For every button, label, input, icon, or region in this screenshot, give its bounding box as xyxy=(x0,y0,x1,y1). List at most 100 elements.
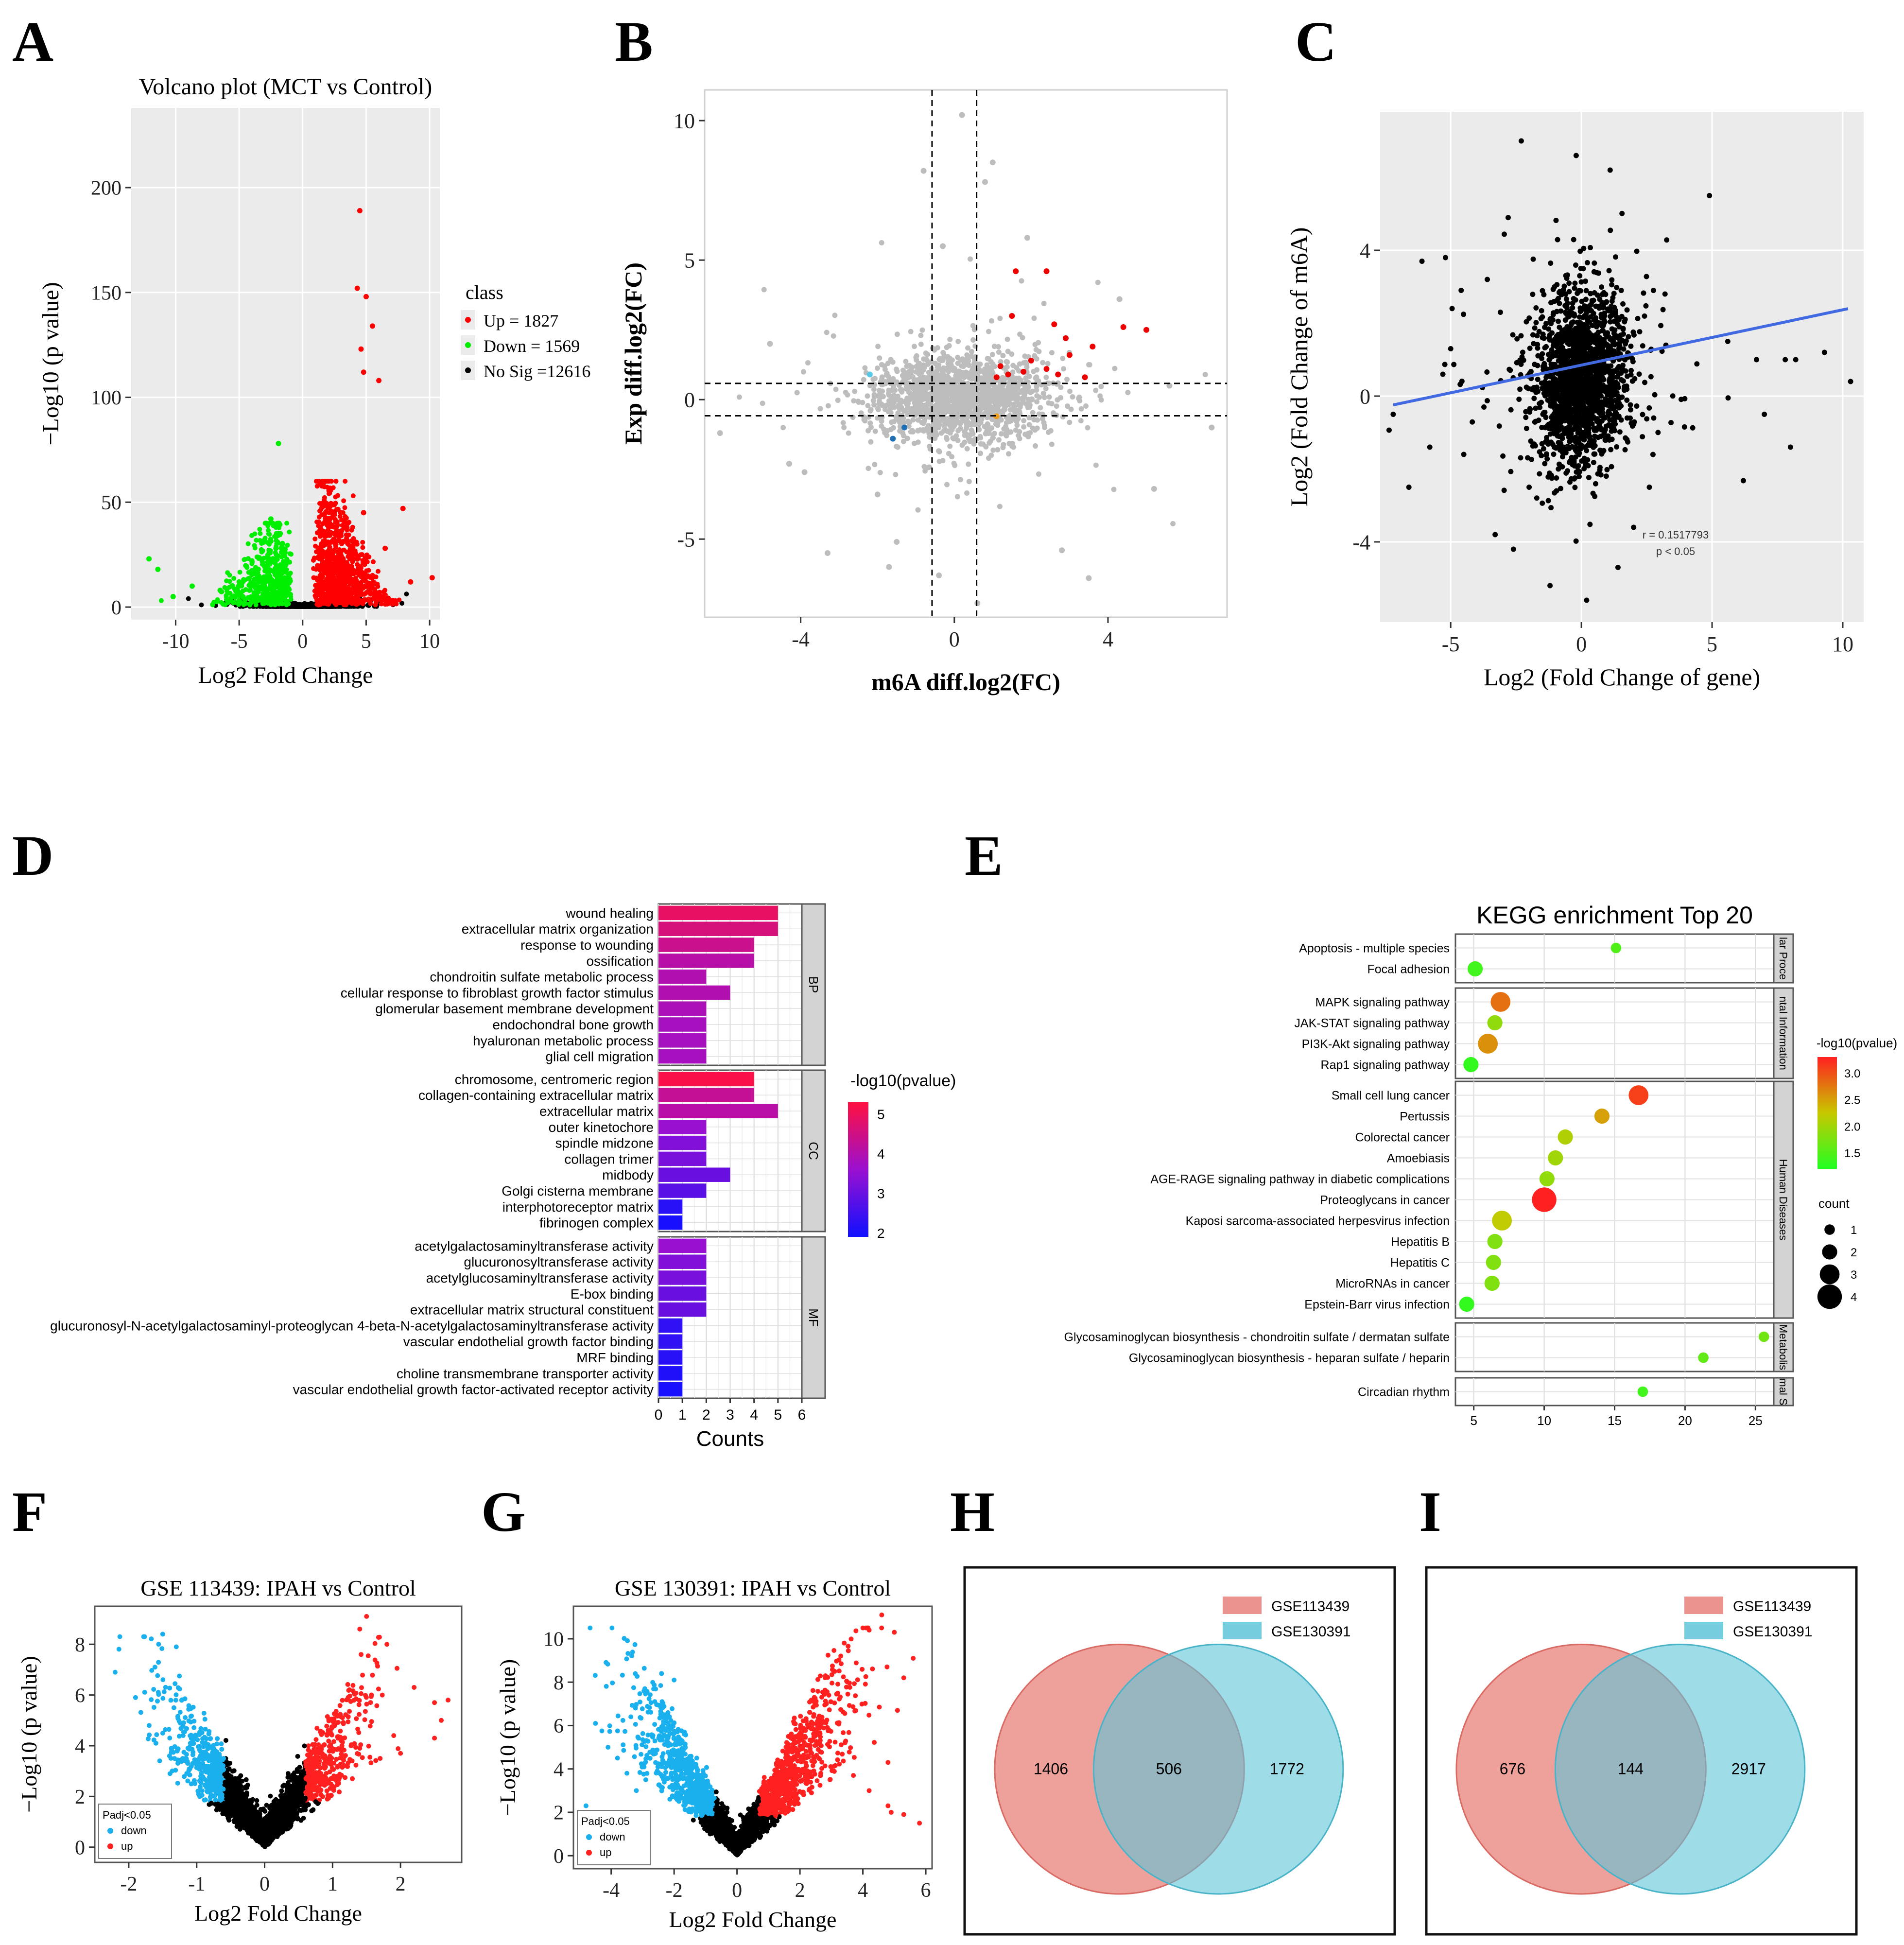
up-point xyxy=(319,582,324,588)
down-point xyxy=(279,570,284,575)
no-sig-point xyxy=(1209,424,1215,431)
no-sig-point xyxy=(921,356,927,362)
down-point xyxy=(287,529,292,535)
no-sig-point xyxy=(1041,423,1047,429)
up-point xyxy=(321,529,327,535)
up-point xyxy=(376,378,382,383)
gene-point xyxy=(1549,330,1555,336)
down-point xyxy=(288,597,294,602)
no-sig-point xyxy=(938,372,944,378)
up-point xyxy=(344,593,349,598)
down-point xyxy=(254,573,260,578)
legend-label: No Sig =12616 xyxy=(484,362,590,381)
down-point xyxy=(249,558,255,564)
no-sig-point xyxy=(989,352,995,358)
no-sig-point xyxy=(1021,418,1027,424)
no-sig-point xyxy=(825,403,831,409)
hyper-up-point xyxy=(1063,335,1069,341)
no-sig-point xyxy=(1046,394,1052,400)
no-sig-point xyxy=(1049,350,1055,356)
no-sig-point xyxy=(945,401,951,407)
up-point xyxy=(344,549,349,555)
up-point xyxy=(361,510,366,516)
no-sig-point xyxy=(1031,417,1037,423)
panel-letter-e: E xyxy=(965,824,1003,887)
hyper-up-point xyxy=(993,374,1000,381)
gene-point xyxy=(1533,305,1539,311)
panel-letter-a: A xyxy=(12,10,53,73)
no-sig-point xyxy=(886,401,892,407)
gene-point xyxy=(1624,307,1630,313)
x-tick-label: -4 xyxy=(792,627,810,651)
up-point xyxy=(357,208,363,213)
no-sig-point xyxy=(974,600,981,607)
no-sig-point xyxy=(871,386,877,392)
up-point xyxy=(311,557,316,563)
no-sig-point xyxy=(955,428,961,434)
gene-point xyxy=(1548,505,1554,511)
no-sig-point xyxy=(1067,388,1073,394)
no-sig-point xyxy=(967,403,972,409)
no-sig-point xyxy=(969,427,974,433)
no-sig-point xyxy=(1078,418,1084,424)
x-axis-label: m6A diff.log2(FC) xyxy=(871,668,1060,695)
panel-letters: A B C D E F G H I xyxy=(12,10,1441,1544)
no-sig-point xyxy=(1034,374,1039,380)
up-point xyxy=(317,589,323,594)
no-sig-point xyxy=(932,361,938,366)
no-sig-point xyxy=(920,427,926,433)
down-point xyxy=(242,557,247,562)
up-point xyxy=(408,579,414,585)
up-point xyxy=(326,532,331,537)
up-point xyxy=(340,573,345,578)
down-point xyxy=(262,598,267,604)
gene-point xyxy=(1655,430,1661,435)
down-point xyxy=(225,570,230,575)
hyper-up-point xyxy=(1028,357,1034,364)
no-sig-point xyxy=(941,392,947,398)
up-point xyxy=(341,566,346,571)
up-point xyxy=(330,524,335,530)
no-sig-point xyxy=(941,423,947,429)
no-sig-point xyxy=(900,367,906,373)
no-sig-point xyxy=(984,397,990,403)
up-point xyxy=(359,579,364,585)
down-point xyxy=(230,583,235,588)
hypo-down-point xyxy=(901,424,908,431)
no-sig-point xyxy=(968,256,973,262)
no-sig-point xyxy=(933,374,939,380)
no-sig-point xyxy=(1019,401,1024,407)
no-sig-point xyxy=(919,419,925,425)
no-sig-point xyxy=(1083,403,1089,409)
up-point xyxy=(348,552,354,557)
down-point xyxy=(279,578,284,584)
legend-key xyxy=(465,367,471,373)
up-point xyxy=(334,556,340,561)
up-point xyxy=(327,516,332,521)
down-point xyxy=(281,549,286,555)
no-sig-point xyxy=(925,423,931,429)
no-sig-point xyxy=(831,333,836,339)
no-sig-point xyxy=(794,390,800,396)
down-point xyxy=(261,537,267,543)
no-sig-point xyxy=(1007,418,1013,424)
no-sig-point xyxy=(760,400,765,406)
no-sig-point xyxy=(936,572,942,578)
down-point xyxy=(275,578,280,583)
no-sig-point xyxy=(761,287,767,293)
no-sig-point xyxy=(949,454,955,460)
no-sig-point xyxy=(919,327,925,333)
x-tick-label: -10 xyxy=(162,630,189,653)
no-sig-point xyxy=(921,387,927,393)
no-sig-point xyxy=(1098,397,1104,403)
down-point xyxy=(265,562,271,568)
no-sig-point xyxy=(1024,235,1030,241)
up-point xyxy=(363,294,369,299)
up-point xyxy=(349,601,354,606)
no-sig-point xyxy=(1032,353,1038,359)
no-sig-point xyxy=(964,446,970,452)
no-sig-point xyxy=(966,358,971,364)
no-sig-point xyxy=(1041,301,1047,307)
down-point xyxy=(256,556,261,561)
